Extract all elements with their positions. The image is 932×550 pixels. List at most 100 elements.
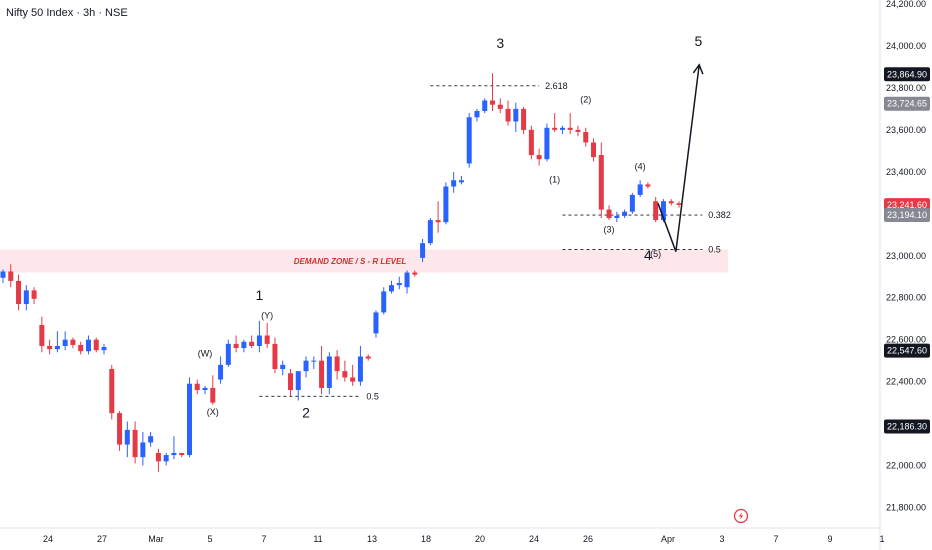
price-tick-label: 22,400.00 <box>886 377 926 387</box>
candle-body <box>528 129 534 156</box>
candle-body <box>218 364 224 380</box>
candle-body <box>194 383 200 391</box>
time-tick-label: 11 <box>313 534 322 544</box>
price-axis[interactable]: 24,200.00 24,000.00 23,800.00 23,600.00 23,4… <box>879 0 930 550</box>
fib-levels: 2.618 0.5 0.382 0.5 <box>259 81 731 401</box>
candle-body <box>474 110 480 118</box>
candle-body <box>668 201 674 204</box>
candle <box>109 364 115 420</box>
candle <box>622 209 628 218</box>
price-tag: 23,724.65 <box>884 96 930 111</box>
candle-body <box>54 345 60 350</box>
candle <box>365 354 371 361</box>
candle-body <box>280 364 286 370</box>
candle <box>311 356 317 370</box>
candle <box>186 377 192 458</box>
candle-body <box>155 452 161 462</box>
candle-body <box>342 371 348 378</box>
candle <box>497 98 503 114</box>
candle <box>373 310 379 338</box>
time-tick-label: 1 <box>879 534 884 544</box>
candle-body <box>311 360 317 362</box>
candle-body <box>8 271 14 281</box>
candle-body <box>171 452 177 456</box>
candle-body <box>101 347 107 351</box>
price-tag-box <box>884 208 930 223</box>
candle <box>233 335 239 353</box>
candle-body <box>62 339 68 346</box>
candle-body <box>466 117 472 164</box>
candle <box>583 127 589 147</box>
candle <box>427 217 433 246</box>
candle <box>591 138 597 162</box>
projection-path <box>657 63 704 252</box>
wave-label: 3 <box>496 35 504 51</box>
candle <box>350 364 356 386</box>
candle-body <box>591 142 597 158</box>
price-tag-box <box>884 96 930 111</box>
wave-label: 4 <box>644 247 652 263</box>
candles <box>0 73 682 472</box>
price-tag: 23,864.90 <box>884 67 930 82</box>
candle <box>62 331 68 351</box>
wave-label: (W) <box>198 348 213 358</box>
candle <box>629 192 635 214</box>
candle-body <box>622 211 628 216</box>
candle <box>47 339 53 355</box>
candle-body <box>458 180 464 183</box>
candle-body <box>109 369 115 414</box>
candle-body <box>598 155 604 210</box>
projection-line <box>657 64 700 252</box>
candle <box>140 431 146 466</box>
time-tick-label: 5 <box>207 534 212 544</box>
candle-body <box>536 155 542 160</box>
price-tick-label: 23,600.00 <box>886 125 926 135</box>
candle <box>552 113 558 132</box>
wave-labels: 1 (Y) (W) (X) 2 3 (2) (1) (4) (3) 4(5) 5 <box>198 33 703 420</box>
candle <box>132 421 138 464</box>
candle <box>412 270 418 277</box>
candle <box>295 371 301 401</box>
wave-label: (4) <box>635 162 646 172</box>
price-tag-box <box>884 419 930 434</box>
candle <box>559 125 565 135</box>
candle-body <box>148 436 154 443</box>
lightning-badge-icon[interactable] <box>733 508 749 524</box>
candle-body <box>47 345 53 350</box>
candle <box>490 73 496 111</box>
candle-body <box>233 343 239 349</box>
time-axis[interactable]: 24 27 Mar 5 7 11 13 18 20 24 26 Apr 3 7 9 1 <box>0 527 885 544</box>
candle-body <box>319 360 325 388</box>
candle-body <box>552 127 558 130</box>
candle-body <box>404 272 410 288</box>
candle <box>202 385 208 395</box>
candle-body <box>85 339 91 352</box>
candle <box>505 100 511 126</box>
chart-title: Nifty 50 Index · 3h · NSE <box>6 7 128 19</box>
candle-body <box>660 201 666 221</box>
candle-body <box>412 272 418 275</box>
candle <box>78 341 84 355</box>
candle <box>303 356 309 378</box>
candle-body <box>140 442 146 458</box>
price-tag-label: 23,864.90 <box>887 69 927 79</box>
wave-label: (5) <box>650 249 661 259</box>
candle <box>16 274 22 311</box>
candle-body <box>225 343 231 365</box>
candle-body <box>23 290 29 305</box>
candle <box>606 205 612 221</box>
candle <box>575 125 581 137</box>
candle-body <box>567 127 573 130</box>
candle <box>280 360 286 376</box>
candle <box>124 421 130 458</box>
candle <box>241 339 247 353</box>
wave-label: (2) <box>580 95 591 105</box>
time-tick-label: 24 <box>43 534 53 544</box>
price-tag: 23,194.10 <box>884 208 930 223</box>
wave-label: 2 <box>302 404 310 420</box>
candle <box>474 108 480 122</box>
candle-body <box>420 243 426 258</box>
candle <box>225 339 231 367</box>
price-tag-box <box>884 67 930 82</box>
